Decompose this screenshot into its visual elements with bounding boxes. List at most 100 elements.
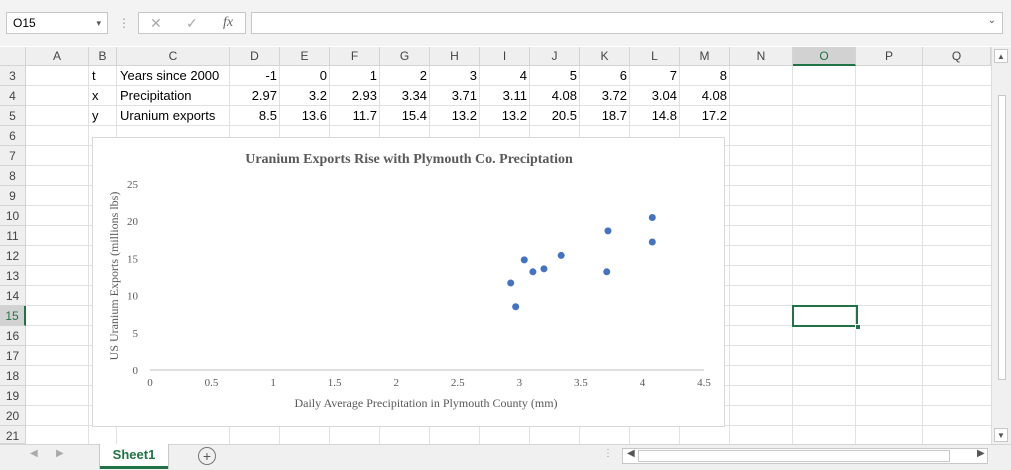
cell-d5[interactable]: 8.5 xyxy=(258,108,277,123)
scroll-right-icon[interactable]: ▶ xyxy=(977,448,985,459)
row-header-17[interactable]: 17 xyxy=(0,346,26,366)
cell-l5[interactable]: 14.8 xyxy=(651,108,677,123)
column-header-l[interactable]: L xyxy=(630,47,680,66)
grid-row-line xyxy=(26,125,991,126)
x-tick-label: 0 xyxy=(147,377,153,389)
column-header-h[interactable]: H xyxy=(430,47,480,66)
column-header-d[interactable]: D xyxy=(230,47,280,66)
insert-function-icon[interactable]: fx xyxy=(223,15,234,30)
cell-d3[interactable]: -1 xyxy=(265,68,277,83)
column-header-p[interactable]: P xyxy=(856,47,923,66)
cell-k5[interactable]: 18.7 xyxy=(601,108,627,123)
scroll-left-icon[interactable]: ◀ xyxy=(627,448,635,459)
cell-f4[interactable]: 2.93 xyxy=(351,88,377,103)
row-header-9[interactable]: 9 xyxy=(0,186,26,206)
sheet-tab-sheet1[interactable]: Sheet1 xyxy=(100,444,168,469)
column-header-c[interactable]: C xyxy=(117,47,230,66)
cell-g4[interactable]: 3.34 xyxy=(401,88,427,103)
enter-icon[interactable]: ✓ xyxy=(186,15,198,31)
cell-d4[interactable]: 2.97 xyxy=(251,88,277,103)
cell-h5[interactable]: 13.2 xyxy=(451,108,477,123)
column-header-q[interactable]: Q xyxy=(923,47,991,66)
cell-k4[interactable]: 3.72 xyxy=(601,88,627,103)
row-header-15[interactable]: 15 xyxy=(0,306,26,326)
row-header-5[interactable]: 5 xyxy=(0,106,26,126)
row-header-20[interactable]: 20 xyxy=(0,406,26,426)
cell-l4[interactable]: 3.04 xyxy=(651,88,677,103)
x-tick-label: 3 xyxy=(517,377,523,389)
x-tick-label: 1.5 xyxy=(328,377,342,389)
row-header-11[interactable]: 11 xyxy=(0,226,26,246)
vertical-scroll-thumb[interactable] xyxy=(998,95,1006,380)
cell-h4[interactable]: 3.71 xyxy=(451,88,477,103)
cell-g5[interactable]: 15.4 xyxy=(401,108,427,123)
data-point xyxy=(648,213,656,221)
name-box[interactable]: O15 ▾ xyxy=(6,12,108,34)
row-header-12[interactable]: 12 xyxy=(0,246,26,266)
column-header-g[interactable]: G xyxy=(380,47,430,66)
scatter-chart[interactable]: Uranium Exports Rise with Plymouth Co. P… xyxy=(92,137,725,427)
cancel-icon[interactable]: ✕ xyxy=(150,15,162,31)
cell-m4[interactable]: 4.08 xyxy=(701,88,727,103)
cell-f5[interactable]: 11.7 xyxy=(352,108,377,123)
row-header-8[interactable]: 8 xyxy=(0,166,26,186)
column-header-j[interactable]: J xyxy=(530,47,580,66)
row-header-7[interactable]: 7 xyxy=(0,146,26,166)
column-header-b[interactable]: B xyxy=(89,47,117,66)
row-header-18[interactable]: 18 xyxy=(0,366,26,386)
row-header-3[interactable]: 3 xyxy=(0,66,26,86)
cell-c4[interactable]: Precipitation xyxy=(120,88,192,103)
scroll-down-icon[interactable]: ▼ xyxy=(994,428,1008,442)
cell-j3[interactable]: 5 xyxy=(569,68,577,83)
cell-m5[interactable]: 17.2 xyxy=(701,108,727,123)
cell-i5[interactable]: 13.2 xyxy=(501,108,527,123)
row-header-19[interactable]: 19 xyxy=(0,386,26,406)
select-all-corner[interactable] xyxy=(0,47,26,66)
cell-m3[interactable]: 8 xyxy=(719,68,727,83)
cell-c5[interactable]: Uranium exports xyxy=(120,108,216,123)
row-header-6[interactable]: 6 xyxy=(0,126,26,146)
cell-h3[interactable]: 3 xyxy=(469,68,477,83)
cell-g3[interactable]: 2 xyxy=(419,68,427,83)
column-header-m[interactable]: M xyxy=(680,47,730,66)
expand-formula-bar-icon[interactable]: ⌄ xyxy=(987,15,996,26)
row-header-14[interactable]: 14 xyxy=(0,286,26,306)
fill-handle[interactable] xyxy=(855,324,861,330)
cell-i4[interactable]: 3.11 xyxy=(502,88,527,103)
cell-e4[interactable]: 3.2 xyxy=(308,88,327,103)
cell-e3[interactable]: 0 xyxy=(319,68,327,83)
active-cell-selection[interactable] xyxy=(792,305,858,327)
column-header-n[interactable]: N xyxy=(730,47,793,66)
row-header-13[interactable]: 13 xyxy=(0,266,26,286)
add-sheet-icon[interactable]: + xyxy=(198,447,216,465)
column-header-a[interactable]: A xyxy=(26,47,89,66)
column-header-f[interactable]: F xyxy=(330,47,380,66)
cell-j4[interactable]: 4.08 xyxy=(551,88,577,103)
scroll-up-icon[interactable]: ▲ xyxy=(994,49,1008,63)
row-header-4[interactable]: 4 xyxy=(0,86,26,106)
row-header-10[interactable]: 10 xyxy=(0,206,26,226)
cell-e5[interactable]: 13.6 xyxy=(301,108,327,123)
row-header-21[interactable]: 21 xyxy=(0,426,26,444)
cell-b4[interactable]: x xyxy=(92,88,99,103)
cell-b5[interactable]: y xyxy=(92,108,99,123)
formula-input[interactable]: ⌄ xyxy=(251,12,1003,34)
cell-f3[interactable]: 1 xyxy=(369,68,377,83)
name-box-dropdown-icon[interactable]: ▾ xyxy=(96,18,101,28)
column-header-i[interactable]: I xyxy=(480,47,530,66)
cell-c3[interactable]: Years since 2000 xyxy=(120,68,220,83)
tab-splitter-icon[interactable]: ⋮ xyxy=(603,448,613,459)
x-tick-label: 0.5 xyxy=(205,377,219,389)
cell-i3[interactable]: 4 xyxy=(519,68,527,83)
next-sheet-icon[interactable]: ▶ xyxy=(56,448,64,459)
column-header-o[interactable]: O xyxy=(793,47,856,66)
cell-b3[interactable]: t xyxy=(92,68,96,83)
cell-j5[interactable]: 20.5 xyxy=(551,108,577,123)
column-header-e[interactable]: E xyxy=(280,47,330,66)
row-header-16[interactable]: 16 xyxy=(0,326,26,346)
cell-l3[interactable]: 7 xyxy=(669,68,677,83)
previous-sheet-icon[interactable]: ◀ xyxy=(30,448,38,459)
cell-k3[interactable]: 6 xyxy=(619,68,627,83)
horizontal-scroll-thumb[interactable] xyxy=(638,450,950,462)
column-header-k[interactable]: K xyxy=(580,47,630,66)
